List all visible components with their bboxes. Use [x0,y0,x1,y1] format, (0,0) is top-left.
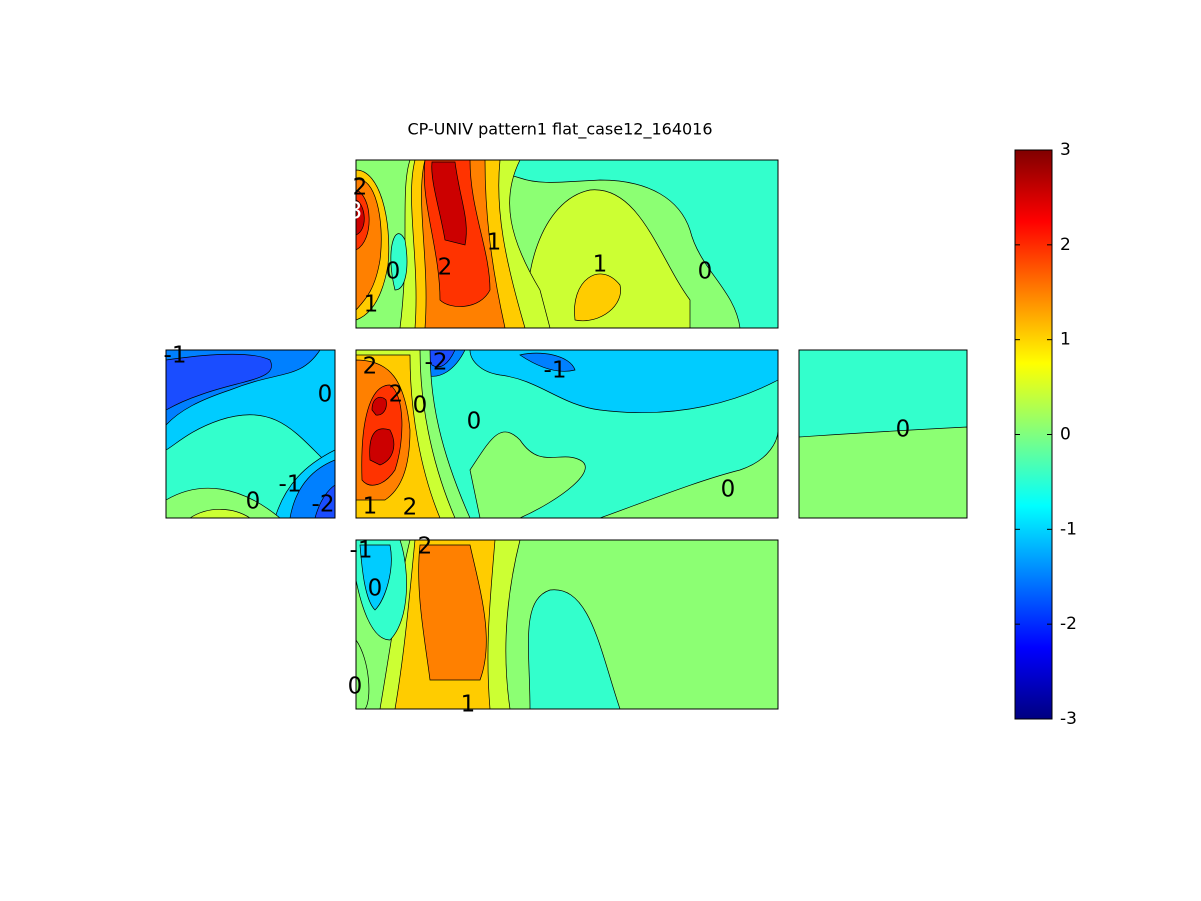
colorbar [1014,149,1053,720]
panel-center [356,350,778,518]
panel-frame [355,159,779,329]
contour-label: 0 [368,576,383,602]
contour-label: 0 [467,409,482,435]
colorbar-tick-label: 2 [1060,235,1071,255]
panel-frame [165,349,336,519]
contour-label: 2 [363,354,378,380]
contour-label: 0 [721,477,736,503]
contour-label: 0 [386,259,401,285]
colorbar-tick-label: 3 [1060,140,1071,160]
contour-label: 2 [438,255,453,281]
chart-title: CP-UNIV pattern1 flat_case12_164016 [407,120,712,140]
contour-label: 2 [403,495,418,521]
contour-label: 0 [698,259,713,285]
panel-top [356,160,778,328]
colorbar-tick-label: -1 [1060,519,1077,539]
contour-label: 2 [389,382,404,408]
contour-label: -2 [425,350,448,376]
contour-label: 1 [461,692,476,718]
panel-right [799,350,967,518]
contour-label: -1 [279,472,302,498]
contour-label: 0 [348,674,363,700]
contour-label: 0 [246,489,261,515]
contour-label: 0 [318,382,333,408]
panel-left [166,350,335,518]
contour-label: 1 [593,252,608,278]
panel-frame [355,539,779,710]
contour-label: 1 [364,292,379,318]
contour-label: -2 [312,492,335,518]
colorbar-tick-label: 1 [1060,330,1071,350]
panel-frame [798,349,968,519]
colorbar-tick-label: 0 [1060,425,1071,445]
contour-label: -1 [544,358,567,384]
panel-frame [355,349,779,519]
contour-label: 0 [413,393,428,419]
panel-bottom [356,540,778,709]
contour-label: -1 [350,538,373,564]
contour-label: 1 [363,494,378,520]
contour-label: 0 [896,417,911,443]
contour-label: -1 [164,343,187,369]
contour-label: 2 [418,534,433,560]
colorbar-tick-label: -3 [1060,709,1077,729]
colorbar-tick-label: -2 [1060,614,1077,634]
contour-label: 2 [353,175,368,201]
contour-label: 1 [487,230,502,256]
contour-label: 3 [348,199,363,225]
